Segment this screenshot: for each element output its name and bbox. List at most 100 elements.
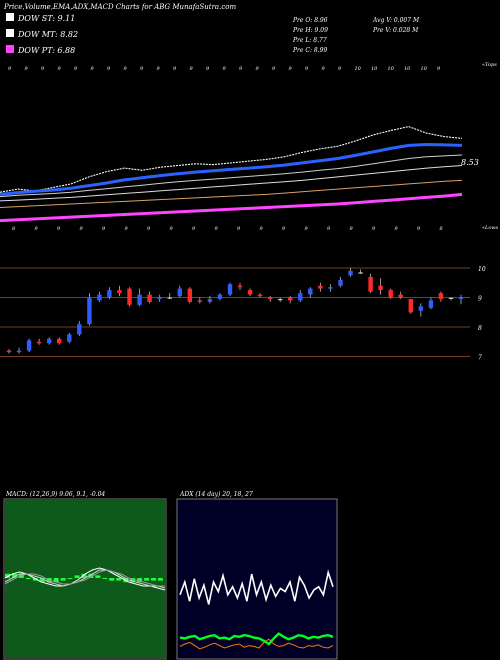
ema-top-mark: 9	[437, 66, 441, 72]
macd-histogram-bar	[53, 578, 59, 583]
lows-label: «Lows	[482, 225, 499, 231]
candle-body	[217, 294, 223, 299]
ema-bottom-mark: 9	[417, 226, 421, 232]
ema-top-mark: 9	[272, 66, 276, 72]
candle-body	[298, 293, 303, 301]
adx-content	[179, 569, 334, 650]
adx-frame	[176, 498, 338, 660]
pre-volume: Pre V: 0.028 M	[372, 27, 419, 34]
ema-top-mark: 9	[74, 66, 78, 72]
chart-title: Price,Volume,EMA,ADX,MACD Charts for ABG…	[3, 3, 236, 11]
macd-line-2	[4, 569, 166, 589]
ema-bottom-mark: 9	[170, 226, 174, 232]
ema-top-mark: 9	[305, 66, 309, 72]
candle-body	[87, 297, 92, 325]
ema-bottom-mark: 9	[215, 226, 219, 232]
dow-pt-swatch	[6, 45, 14, 53]
macd-histogram-bar	[39, 578, 45, 583]
ema-value-label: 8.53	[461, 158, 479, 167]
candle-body	[57, 338, 62, 344]
macd-content	[4, 500, 166, 658]
ema-top-mark: 9	[58, 66, 62, 72]
candle-body	[47, 338, 52, 344]
candle-body	[237, 285, 243, 288]
avg-volume: Avg V: 0.007 M	[372, 17, 420, 24]
candle-body	[16, 350, 22, 353]
ema-bottom-mark: 9	[80, 226, 84, 232]
candle-body	[107, 290, 112, 298]
candle-body	[97, 294, 102, 301]
ema-line-4	[0, 165, 463, 202]
candle-body	[338, 279, 343, 286]
macd-histogram-bar	[151, 578, 156, 581]
candle-body	[157, 297, 162, 299]
ema-top-mark: 9	[190, 66, 194, 72]
macd-histogram-bar	[67, 578, 73, 579]
ema-lines	[0, 126, 463, 223]
ema-bottom-mark: 9	[147, 226, 151, 232]
ema-top-mark: 9	[338, 66, 342, 72]
ema-line-3	[0, 154, 463, 198]
candle-body	[288, 297, 293, 301]
ema-top-mark: 10	[404, 66, 411, 72]
price-tick-label: 10	[478, 266, 486, 273]
ema-top-mark: 9	[25, 66, 29, 72]
macd-histogram-bar	[116, 578, 122, 581]
macd-histogram-bar	[109, 578, 115, 581]
candle-body	[378, 285, 383, 291]
ema-top-mark: 9	[124, 66, 128, 72]
ema-bottom-mark: 8	[440, 226, 443, 232]
macd-histogram-bar	[12, 573, 17, 578]
macd-histogram-bar	[137, 578, 143, 583]
ema-line-1	[0, 126, 463, 193]
candle-body	[6, 350, 12, 353]
ema-panel: «Tops «Lows 8.53 9 9 9 9 9 9 9 9 9 9 9 9 9 9 9 9 9 9 9 9 9 10…	[0, 62, 499, 232]
ema-bottom-mark: 9	[35, 226, 39, 232]
candle-body	[438, 293, 444, 299]
ema-bottom-mark: 9	[372, 226, 376, 232]
ema-bottom-mark: 9	[57, 226, 61, 232]
dow-pt-label: DOW PT: 6.88	[17, 46, 75, 55]
macd-histogram-bar	[158, 578, 163, 581]
candle-body	[278, 299, 283, 301]
candle-body	[137, 294, 142, 305]
macd-line-1	[4, 567, 166, 591]
candle-body	[167, 297, 172, 299]
macd-histogram-bar	[25, 578, 31, 579]
candle-body	[348, 270, 353, 276]
candle-body	[428, 300, 434, 308]
macd-histogram-bar	[74, 575, 80, 578]
price-grid: 10 9 8 7	[0, 266, 486, 362]
candle-body	[247, 290, 253, 295]
candle-body	[26, 340, 32, 351]
macd-histogram-bar	[95, 575, 101, 578]
ema-top-mark: 10	[371, 66, 378, 72]
price-tick-label: 7	[478, 355, 482, 362]
adx-title: ADX (14 day) 20, 18, 27	[179, 491, 253, 498]
macd-histogram-bar	[5, 573, 10, 578]
candle-body	[308, 288, 313, 295]
candle-body	[358, 272, 363, 274]
ema-bottom-mark: 9	[282, 226, 286, 232]
ema-bottom-mark: 9	[237, 226, 241, 232]
candle-body	[147, 294, 152, 302]
ema-top-mark: 9	[157, 66, 161, 72]
macd-panel: MACD: (12,26,9) 9.06, 9.1, -0.04	[3, 491, 167, 660]
macd-histogram-bar	[60, 578, 66, 581]
ema-top-mark: 9	[41, 66, 45, 72]
ema-top-mark: 9	[322, 66, 326, 72]
ema-bottom-mark: 9	[260, 226, 264, 232]
ema-bottom-mark: 9	[327, 226, 331, 232]
ema-bottom-mark: 9	[350, 226, 354, 232]
candle-body	[398, 294, 403, 298]
ema-bottom-mark: 9	[102, 226, 106, 232]
candle-body	[268, 297, 273, 299]
ema-bottom-mark: 9	[395, 226, 399, 232]
ema-top-mark: 10	[388, 66, 395, 72]
ema-top-mark: 9	[289, 66, 293, 72]
ema-bottom-marks: 8 9 9 9 9 9 9 9 9 9 9 9 9 9 9 9 9 9 9 8	[12, 226, 443, 232]
macd-title: MACD: (12,26,9) 9.06, 9.1, -0.04	[5, 491, 105, 498]
dow-legend: DOW ST: 9.11 DOW MT: 8.82 DOW PT: 6.88	[6, 13, 78, 55]
candle-body	[36, 341, 42, 344]
